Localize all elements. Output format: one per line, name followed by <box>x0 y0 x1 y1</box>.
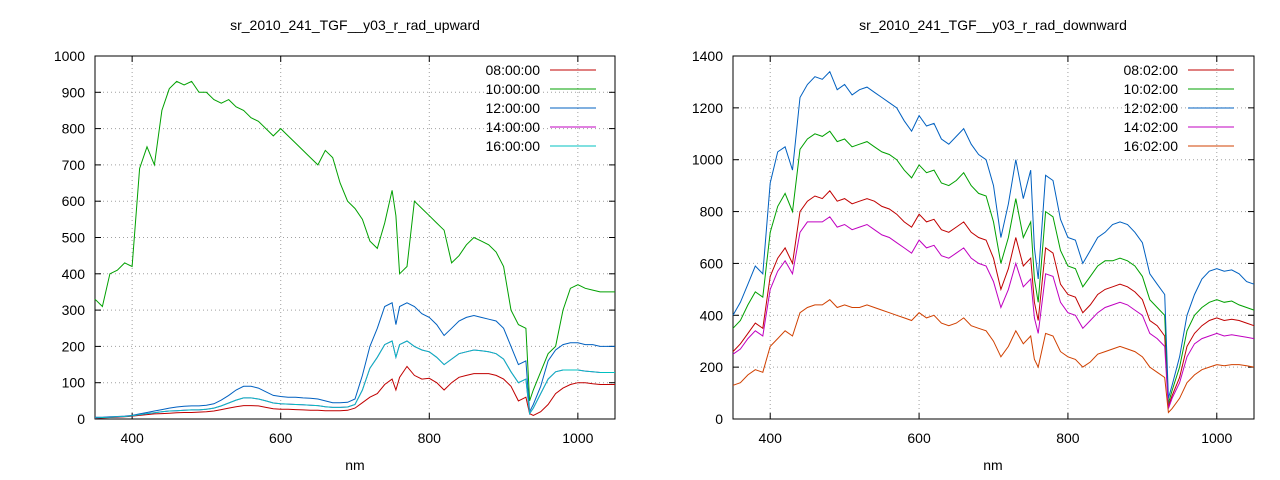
legend-label: 16:00:00 <box>486 138 541 154</box>
legend-label: 10:00:00 <box>486 81 541 97</box>
y-tick-label: 400 <box>700 307 724 323</box>
series-line <box>732 299 1255 414</box>
y-tick-label: 0 <box>715 411 723 427</box>
y-tick-label: 200 <box>700 359 724 375</box>
x-tick-label: 600 <box>269 430 293 446</box>
y-tick-label: 100 <box>62 375 86 391</box>
legend-label: 14:02:00 <box>1124 119 1179 135</box>
series-line <box>94 340 615 419</box>
downward-radiance-chart: sr_2010_241_TGF__y03_r_rad_downward nm 0… <box>692 17 1255 473</box>
series-line <box>732 130 1255 404</box>
legend-label: 16:02:00 <box>1124 138 1179 154</box>
y-tick-label: 500 <box>62 230 86 246</box>
y-tick-label: 700 <box>62 157 86 173</box>
chart-title: sr_2010_241_TGF__y03_r_rad_upward <box>230 17 480 33</box>
upward-radiance-chart: sr_2010_241_TGF__y03_r_rad_upward nm 0 10… <box>54 17 616 473</box>
series-line <box>732 70 1255 399</box>
chart-title: sr_2010_241_TGF__y03_r_rad_downward <box>859 17 1127 33</box>
y-tick-label: 0 <box>77 411 85 427</box>
x-tick-label: 600 <box>907 430 931 446</box>
legend-label: 14:00:00 <box>486 119 541 135</box>
y-tick-label: 600 <box>700 255 724 271</box>
x-tick-label: 1000 <box>1201 430 1232 446</box>
y-tick-label: 300 <box>62 302 86 318</box>
x-tick-label: 800 <box>418 430 442 446</box>
y-tick-label: 1000 <box>692 152 723 168</box>
y-tick-label: 400 <box>62 266 86 282</box>
x-axis-label: nm <box>983 457 1002 473</box>
y-tick-label: 800 <box>700 204 724 220</box>
plot-frame <box>732 55 1255 420</box>
plot-frame <box>94 55 616 420</box>
x-axis-label: nm <box>345 457 364 473</box>
y-tick-label: 1000 <box>54 48 85 64</box>
y-tick-label: 200 <box>62 338 86 354</box>
y-tick-label: 1200 <box>692 100 723 116</box>
x-tick-label: 400 <box>759 430 783 446</box>
legend-label: 08:00:00 <box>486 62 541 78</box>
x-tick-label: 800 <box>1056 430 1080 446</box>
y-tick-label: 800 <box>62 121 86 137</box>
x-tick-label: 400 <box>120 430 144 446</box>
legend-label: 08:02:00 <box>1124 62 1179 78</box>
y-tick-label: 1400 <box>692 48 723 64</box>
legend-label: 10:02:00 <box>1124 81 1179 97</box>
y-tick-label: 900 <box>62 84 86 100</box>
x-tick-label: 1000 <box>562 430 593 446</box>
legend-label: 12:00:00 <box>486 100 541 116</box>
y-tick-label: 600 <box>62 193 86 209</box>
legend-label: 12:02:00 <box>1124 100 1179 116</box>
series-line <box>94 340 615 419</box>
series-line <box>94 80 615 402</box>
